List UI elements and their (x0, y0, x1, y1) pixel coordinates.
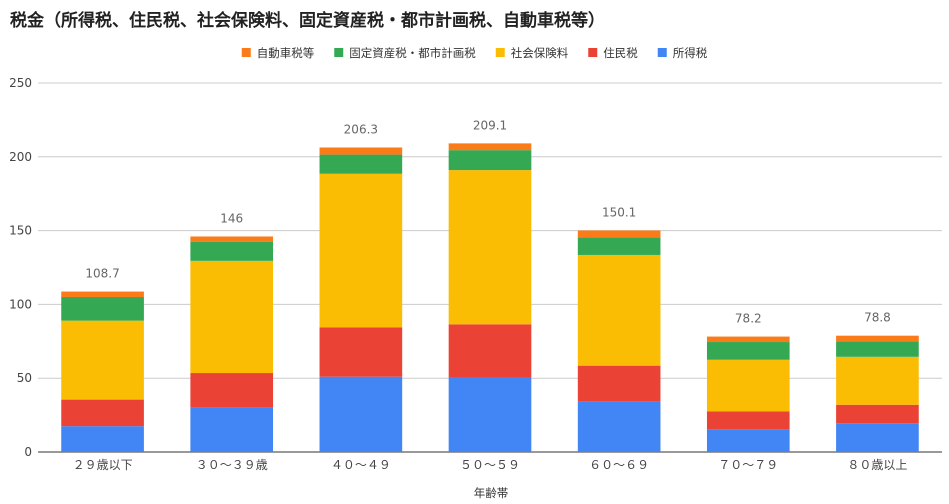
total-data-label: 146 (220, 212, 243, 226)
bar-segment (577, 401, 661, 452)
bar-segment (706, 359, 790, 412)
bar-segment (577, 230, 661, 238)
bar-segment (836, 335, 919, 342)
y-tick-label: 200 (9, 150, 32, 164)
bar-segment (190, 241, 274, 261)
bar-segment (61, 426, 144, 452)
legend-swatch (334, 48, 344, 57)
chart-title: 税金（所得税、住民税、社会保険料、固定資産税・都市計画税、自動車税等） (10, 11, 605, 31)
bar-segment (448, 150, 532, 171)
bar-segment (836, 404, 919, 424)
total-data-label: 78.8 (864, 311, 891, 325)
x-tick-label: ３０〜３９歳 (196, 458, 268, 472)
legend-label: 固定資産税・都市計画税 (349, 46, 476, 60)
x-tick-label: ６０〜６９ (589, 458, 649, 472)
bar-segment (706, 429, 790, 452)
legend-swatch (241, 48, 251, 57)
legend-swatch (495, 48, 505, 57)
bar-segment (319, 327, 403, 377)
x-tick-label: ４０〜４９ (331, 458, 391, 472)
bar-segment (836, 423, 919, 452)
x-tick-label: ７０〜７９ (718, 458, 778, 472)
legend-swatch (657, 48, 667, 57)
bar-segment (577, 254, 661, 366)
legend: 自動車税等 固定資産税・都市計画税 社会保険料 住民税 所得税 (241, 46, 708, 60)
bar-segment (61, 297, 144, 321)
bars (61, 143, 919, 452)
bar-segment (448, 143, 532, 151)
bar-segment (190, 373, 274, 408)
bar-segment (190, 236, 274, 242)
bar-segment (448, 170, 532, 325)
legend-label: 自動車税等 (257, 46, 315, 60)
total-data-label: 78.2 (735, 312, 762, 326)
bar-segment (448, 324, 532, 378)
bar-segment (836, 356, 919, 405)
legend-label: 社会保険料 (511, 46, 569, 60)
y-tick-label: 100 (9, 297, 32, 311)
bar-segment (319, 147, 403, 155)
labels: 0 50 100 150 200 250 ２９歳以下 108.7 ３０〜３９歳 146 ４０〜４９ 2… (9, 76, 907, 472)
bar-segment (706, 342, 790, 360)
y-tick-label: 250 (9, 76, 32, 90)
bar-segment (61, 291, 144, 298)
x-tick-label: ５０〜５９ (460, 458, 520, 472)
y-tick-label: 0 (24, 445, 32, 459)
bar-segment (577, 237, 661, 255)
bar-segment (577, 365, 661, 402)
bar-segment (706, 336, 790, 343)
bar-segment (61, 320, 144, 400)
bar-segment (61, 399, 144, 427)
legend-label: 住民税 (603, 46, 638, 60)
total-data-label: 209.1 (473, 118, 507, 132)
legend-label: 所得税 (673, 46, 708, 60)
x-axis-title: 年齢帯 (474, 486, 509, 500)
bar-segment (319, 173, 403, 328)
bar-segment (706, 411, 790, 430)
bar-segment (319, 154, 403, 174)
bar-segment (836, 341, 919, 357)
total-data-label: 150.1 (602, 205, 636, 219)
legend-swatch (588, 48, 598, 57)
bar-segment (190, 407, 274, 452)
bar-segment (190, 260, 274, 374)
x-tick-label: ８０歳以上 (847, 458, 907, 472)
x-tick-label: ２９歳以下 (73, 458, 133, 472)
y-tick-label: 150 (9, 224, 32, 238)
total-data-label: 108.7 (85, 267, 119, 281)
bar-segment (319, 376, 403, 452)
bar-segment (448, 377, 532, 452)
y-tick-label: 50 (17, 371, 32, 385)
total-data-label: 206.3 (344, 123, 378, 137)
